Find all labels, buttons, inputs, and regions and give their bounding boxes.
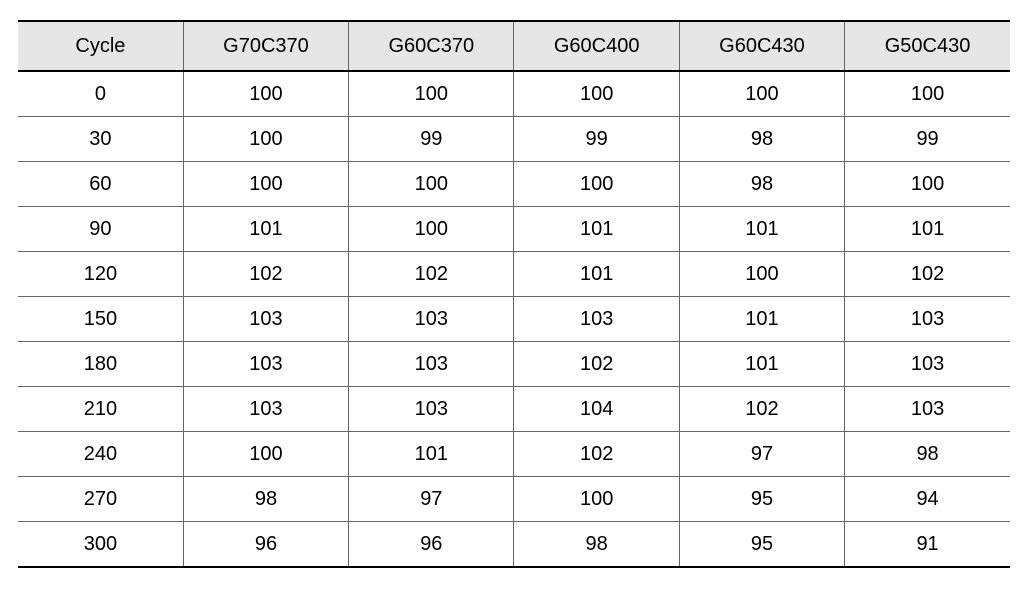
cell: 101 xyxy=(679,297,844,342)
cell: 104 xyxy=(514,387,679,432)
cell: 98 xyxy=(845,432,1010,477)
cell: 101 xyxy=(183,207,348,252)
col-header: G70C370 xyxy=(183,21,348,71)
cell: 94 xyxy=(845,477,1010,522)
cell: 100 xyxy=(183,71,348,117)
cell: 99 xyxy=(514,117,679,162)
col-header: G60C370 xyxy=(349,21,514,71)
cell: 150 xyxy=(18,297,183,342)
cell: 30 xyxy=(18,117,183,162)
cell: 99 xyxy=(349,117,514,162)
cell: 100 xyxy=(679,252,844,297)
cell: 98 xyxy=(679,162,844,207)
cell: 270 xyxy=(18,477,183,522)
cell: 102 xyxy=(183,252,348,297)
cell: 100 xyxy=(679,71,844,117)
data-table: Cycle G70C370 G60C370 G60C400 G60C430 G5… xyxy=(18,20,1010,568)
cell: 100 xyxy=(183,162,348,207)
cell: 98 xyxy=(679,117,844,162)
cell: 101 xyxy=(349,432,514,477)
table-row: 30 100 99 99 98 99 xyxy=(18,117,1010,162)
cell: 97 xyxy=(679,432,844,477)
table-row: 270 98 97 100 95 94 xyxy=(18,477,1010,522)
cell: 103 xyxy=(183,387,348,432)
cell: 100 xyxy=(514,477,679,522)
cell: 180 xyxy=(18,342,183,387)
cell: 96 xyxy=(183,522,348,568)
cell: 95 xyxy=(679,477,844,522)
cell: 98 xyxy=(183,477,348,522)
cell: 0 xyxy=(18,71,183,117)
cell: 102 xyxy=(349,252,514,297)
cell: 103 xyxy=(845,342,1010,387)
cell: 300 xyxy=(18,522,183,568)
cell: 91 xyxy=(845,522,1010,568)
cell: 103 xyxy=(845,297,1010,342)
cell: 100 xyxy=(845,162,1010,207)
cell: 98 xyxy=(514,522,679,568)
table-row: 180 103 103 102 101 103 xyxy=(18,342,1010,387)
table-row: 300 96 96 98 95 91 xyxy=(18,522,1010,568)
col-header: G60C430 xyxy=(679,21,844,71)
cell: 100 xyxy=(349,207,514,252)
cell: 100 xyxy=(514,71,679,117)
cell: 103 xyxy=(349,342,514,387)
table-header-row: Cycle G70C370 G60C370 G60C400 G60C430 G5… xyxy=(18,21,1010,71)
cell: 103 xyxy=(183,297,348,342)
cell: 120 xyxy=(18,252,183,297)
cell: 103 xyxy=(183,342,348,387)
cell: 101 xyxy=(679,342,844,387)
cell: 101 xyxy=(679,207,844,252)
cell: 100 xyxy=(514,162,679,207)
cell: 210 xyxy=(18,387,183,432)
cell: 100 xyxy=(183,432,348,477)
col-header: Cycle xyxy=(18,21,183,71)
cell: 240 xyxy=(18,432,183,477)
cell: 90 xyxy=(18,207,183,252)
cell: 102 xyxy=(845,252,1010,297)
cell: 101 xyxy=(845,207,1010,252)
cell: 100 xyxy=(183,117,348,162)
cell: 102 xyxy=(514,342,679,387)
cell: 103 xyxy=(349,387,514,432)
cell: 103 xyxy=(349,297,514,342)
cell: 102 xyxy=(679,387,844,432)
cell: 103 xyxy=(845,387,1010,432)
col-header: G60C400 xyxy=(514,21,679,71)
cell: 100 xyxy=(349,71,514,117)
cell: 103 xyxy=(514,297,679,342)
cell: 95 xyxy=(679,522,844,568)
table-row: 90 101 100 101 101 101 xyxy=(18,207,1010,252)
cell: 100 xyxy=(845,71,1010,117)
table-row: 240 100 101 102 97 98 xyxy=(18,432,1010,477)
col-header: G50C430 xyxy=(845,21,1010,71)
cell: 99 xyxy=(845,117,1010,162)
table-row: 60 100 100 100 98 100 xyxy=(18,162,1010,207)
table-row: 210 103 103 104 102 103 xyxy=(18,387,1010,432)
cell: 100 xyxy=(349,162,514,207)
table-row: 150 103 103 103 101 103 xyxy=(18,297,1010,342)
table-row: 0 100 100 100 100 100 xyxy=(18,71,1010,117)
cell: 102 xyxy=(514,432,679,477)
cell: 97 xyxy=(349,477,514,522)
cell: 96 xyxy=(349,522,514,568)
cell: 101 xyxy=(514,207,679,252)
table-row: 120 102 102 101 100 102 xyxy=(18,252,1010,297)
cell: 101 xyxy=(514,252,679,297)
cell: 60 xyxy=(18,162,183,207)
